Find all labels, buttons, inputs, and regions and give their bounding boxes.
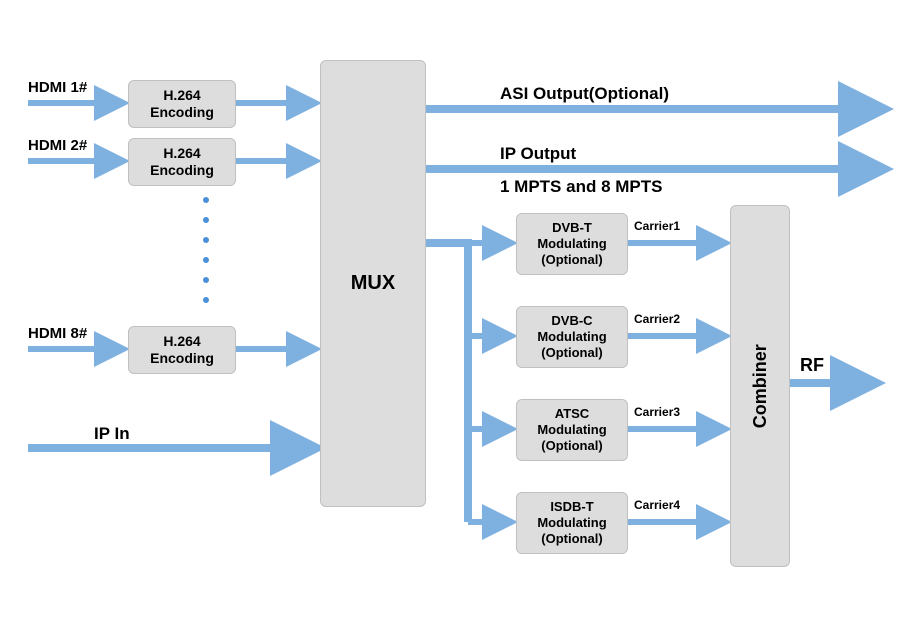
isdbt-box: ISDB-T Modulating (Optional) xyxy=(516,492,628,554)
encoder-1-box: H.264 Encoding xyxy=(128,80,236,128)
hdmi8-label: HDMI 8# xyxy=(28,325,87,342)
atsc-box: ATSC Modulating (Optional) xyxy=(516,399,628,461)
dvbt-box: DVB-T Modulating (Optional) xyxy=(516,213,628,275)
hdmi1-label: HDMI 1# xyxy=(28,79,87,96)
carrier1-label: Carrier1 xyxy=(634,219,680,233)
ip-output-sub-label: 1 MPTS and 8 MPTS xyxy=(500,177,662,197)
asi-output-label: ASI Output(Optional) xyxy=(500,84,669,104)
carrier4-label: Carrier4 xyxy=(634,498,680,512)
combiner-text: Combiner xyxy=(749,344,772,428)
carrier2-label: Carrier2 xyxy=(634,312,680,326)
mux-box: MUX xyxy=(320,60,426,507)
ip-output-label: IP Output xyxy=(500,144,576,164)
encoder-8-box: H.264 Encoding xyxy=(128,326,236,374)
carrier3-label: Carrier3 xyxy=(634,405,680,419)
encoder-2-box: H.264 Encoding xyxy=(128,138,236,186)
ipin-label: IP In xyxy=(94,424,130,444)
hdmi2-label: HDMI 2# xyxy=(28,137,87,154)
combiner-box: Combiner xyxy=(730,205,790,567)
rf-label: RF xyxy=(800,355,824,376)
dvbc-box: DVB-C Modulating (Optional) xyxy=(516,306,628,368)
